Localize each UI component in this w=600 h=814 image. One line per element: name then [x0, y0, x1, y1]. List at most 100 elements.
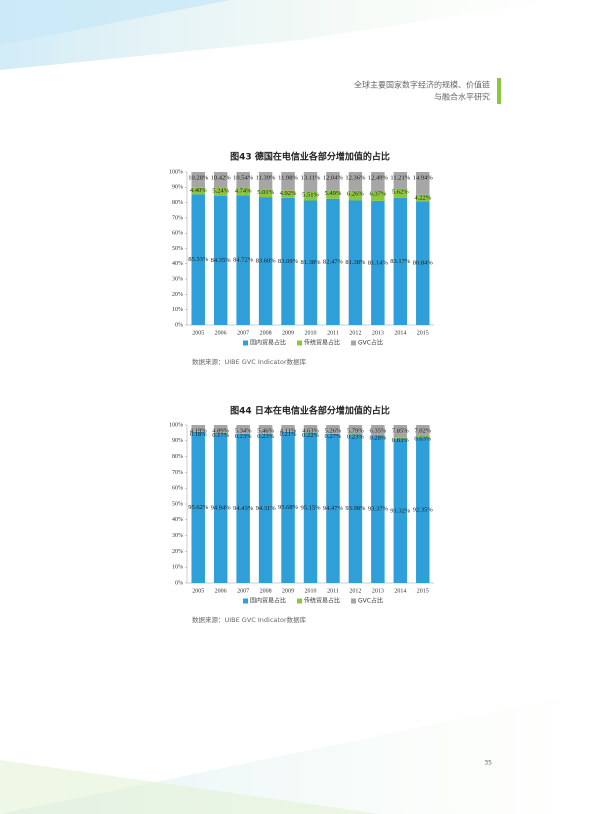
bar-segment — [326, 433, 340, 583]
bar-segment — [348, 200, 363, 325]
x-tick-label: 2010 — [305, 330, 317, 336]
data-label: 84.35% — [211, 257, 232, 264]
data-label: 94.47% — [323, 505, 344, 512]
y-tick-label: 0% — [175, 580, 183, 586]
data-label: 5.26% — [325, 427, 342, 434]
y-tick-label: 60% — [172, 486, 183, 492]
bar-segment — [326, 190, 340, 199]
y-tick-label: 20% — [172, 292, 183, 298]
data-label: 83.60% — [256, 258, 277, 265]
x-tick-label: 2011 — [327, 330, 339, 336]
bar-segment — [393, 172, 408, 190]
data-label: 95.62% — [188, 504, 209, 511]
data-label: 12.36% — [345, 174, 366, 181]
data-label: 4.92% — [280, 190, 297, 197]
data-label: 4.89% — [212, 427, 229, 434]
data-label: 0.63% — [414, 436, 431, 443]
y-tick-label: 60% — [172, 231, 183, 237]
data-label: 82.47% — [323, 258, 344, 265]
y-tick-label: 90% — [172, 185, 183, 191]
y-tick-label: 10% — [172, 565, 183, 571]
bar-segment — [281, 190, 295, 198]
x-tick-label: 2015 — [417, 330, 429, 336]
data-label: 83.09% — [278, 258, 299, 265]
x-tick-label: 2013 — [372, 330, 384, 336]
y-tick-label: 70% — [172, 215, 183, 221]
bar-segment — [236, 195, 250, 325]
data-label: 0.17% — [212, 432, 229, 439]
bar-segment — [213, 425, 228, 433]
data-label: 6.35% — [369, 427, 386, 434]
y-tick-label: 80% — [172, 454, 183, 460]
bar-segment — [191, 171, 205, 188]
bar-segment — [258, 189, 273, 198]
x-tick-label: 2013 — [372, 588, 384, 594]
bar-segment — [393, 438, 408, 583]
y-tick-label: 20% — [172, 549, 183, 555]
source-note: 数据来源：UIBE GVC Indicator数据库 — [192, 615, 307, 624]
legend-swatch — [297, 598, 303, 604]
data-label: 5.79% — [347, 427, 364, 434]
bar-segment — [258, 172, 273, 190]
legend-swatch — [243, 340, 248, 346]
data-label: 91.32% — [390, 507, 411, 514]
bar-segment — [236, 172, 250, 189]
data-label: 0.23% — [235, 433, 252, 440]
data-label: 4.19% — [190, 428, 207, 435]
data-label: 6.26% — [347, 190, 364, 197]
bar-segment — [348, 425, 363, 435]
data-label: 10.54% — [233, 174, 254, 181]
legend-swatch — [297, 340, 303, 346]
chart-title: 图43 德国在电信业各部分增加值的占比 — [230, 151, 390, 163]
bar-segment — [303, 200, 318, 325]
y-tick-label: 30% — [172, 533, 183, 539]
data-label: 0.18% — [190, 431, 207, 438]
legend-label: 传统贸易占比 — [304, 339, 340, 347]
legend-label: GVC占比 — [358, 339, 383, 347]
y-tick-label: 10% — [172, 307, 183, 313]
legend-swatch — [351, 598, 357, 604]
x-tick-label: 2012 — [349, 330, 361, 336]
bar-segment — [258, 197, 273, 325]
bar-segment — [393, 425, 408, 438]
bar-segment — [236, 433, 250, 583]
x-tick-label: 2006 — [215, 588, 227, 594]
data-label: 14.94% — [413, 174, 434, 181]
data-label: 11.39% — [256, 174, 276, 181]
y-tick-label: 90% — [172, 438, 183, 444]
data-label: 6.37% — [369, 191, 386, 198]
data-label: 4.63% — [302, 427, 319, 434]
x-tick-label: 2009 — [282, 588, 294, 594]
data-label: 94.94% — [211, 504, 232, 511]
data-label: 13.11% — [301, 174, 321, 181]
bar-segment — [416, 437, 430, 583]
data-label: 94.43% — [233, 505, 254, 512]
x-tick-label: 2009 — [282, 330, 294, 336]
data-label: 7.02% — [414, 427, 431, 434]
header-line: 与融合水平研究 — [434, 92, 490, 102]
bar-segment — [191, 187, 205, 195]
chart-title: 图44 日本在电信业各部分增加值的占比 — [230, 405, 390, 417]
data-label: 0.21% — [280, 431, 297, 438]
bar-segment — [416, 194, 430, 202]
x-tick-label: 2012 — [349, 588, 361, 594]
data-label: 0.23% — [347, 434, 364, 441]
data-label: 95.15% — [300, 504, 321, 511]
bar-segment — [281, 172, 295, 191]
data-label: 5.01% — [257, 189, 274, 196]
x-tick-label: 2007 — [237, 330, 249, 336]
bar-segment — [213, 171, 228, 188]
data-label: 94.31% — [256, 505, 277, 512]
bar-segment — [371, 191, 385, 201]
x-tick-label: 2005 — [192, 330, 204, 336]
legend-label: 传统贸易占比 — [304, 597, 340, 605]
bar-segment — [281, 425, 295, 432]
data-label: 5.46% — [257, 427, 274, 434]
y-tick-label: 50% — [172, 501, 183, 507]
data-label: 93.98% — [345, 505, 366, 512]
data-label: 4.22% — [414, 194, 431, 201]
header-line: 全球主要国家数字经济的规模、价值链 — [354, 80, 490, 90]
x-tick-label: 2008 — [260, 588, 272, 594]
